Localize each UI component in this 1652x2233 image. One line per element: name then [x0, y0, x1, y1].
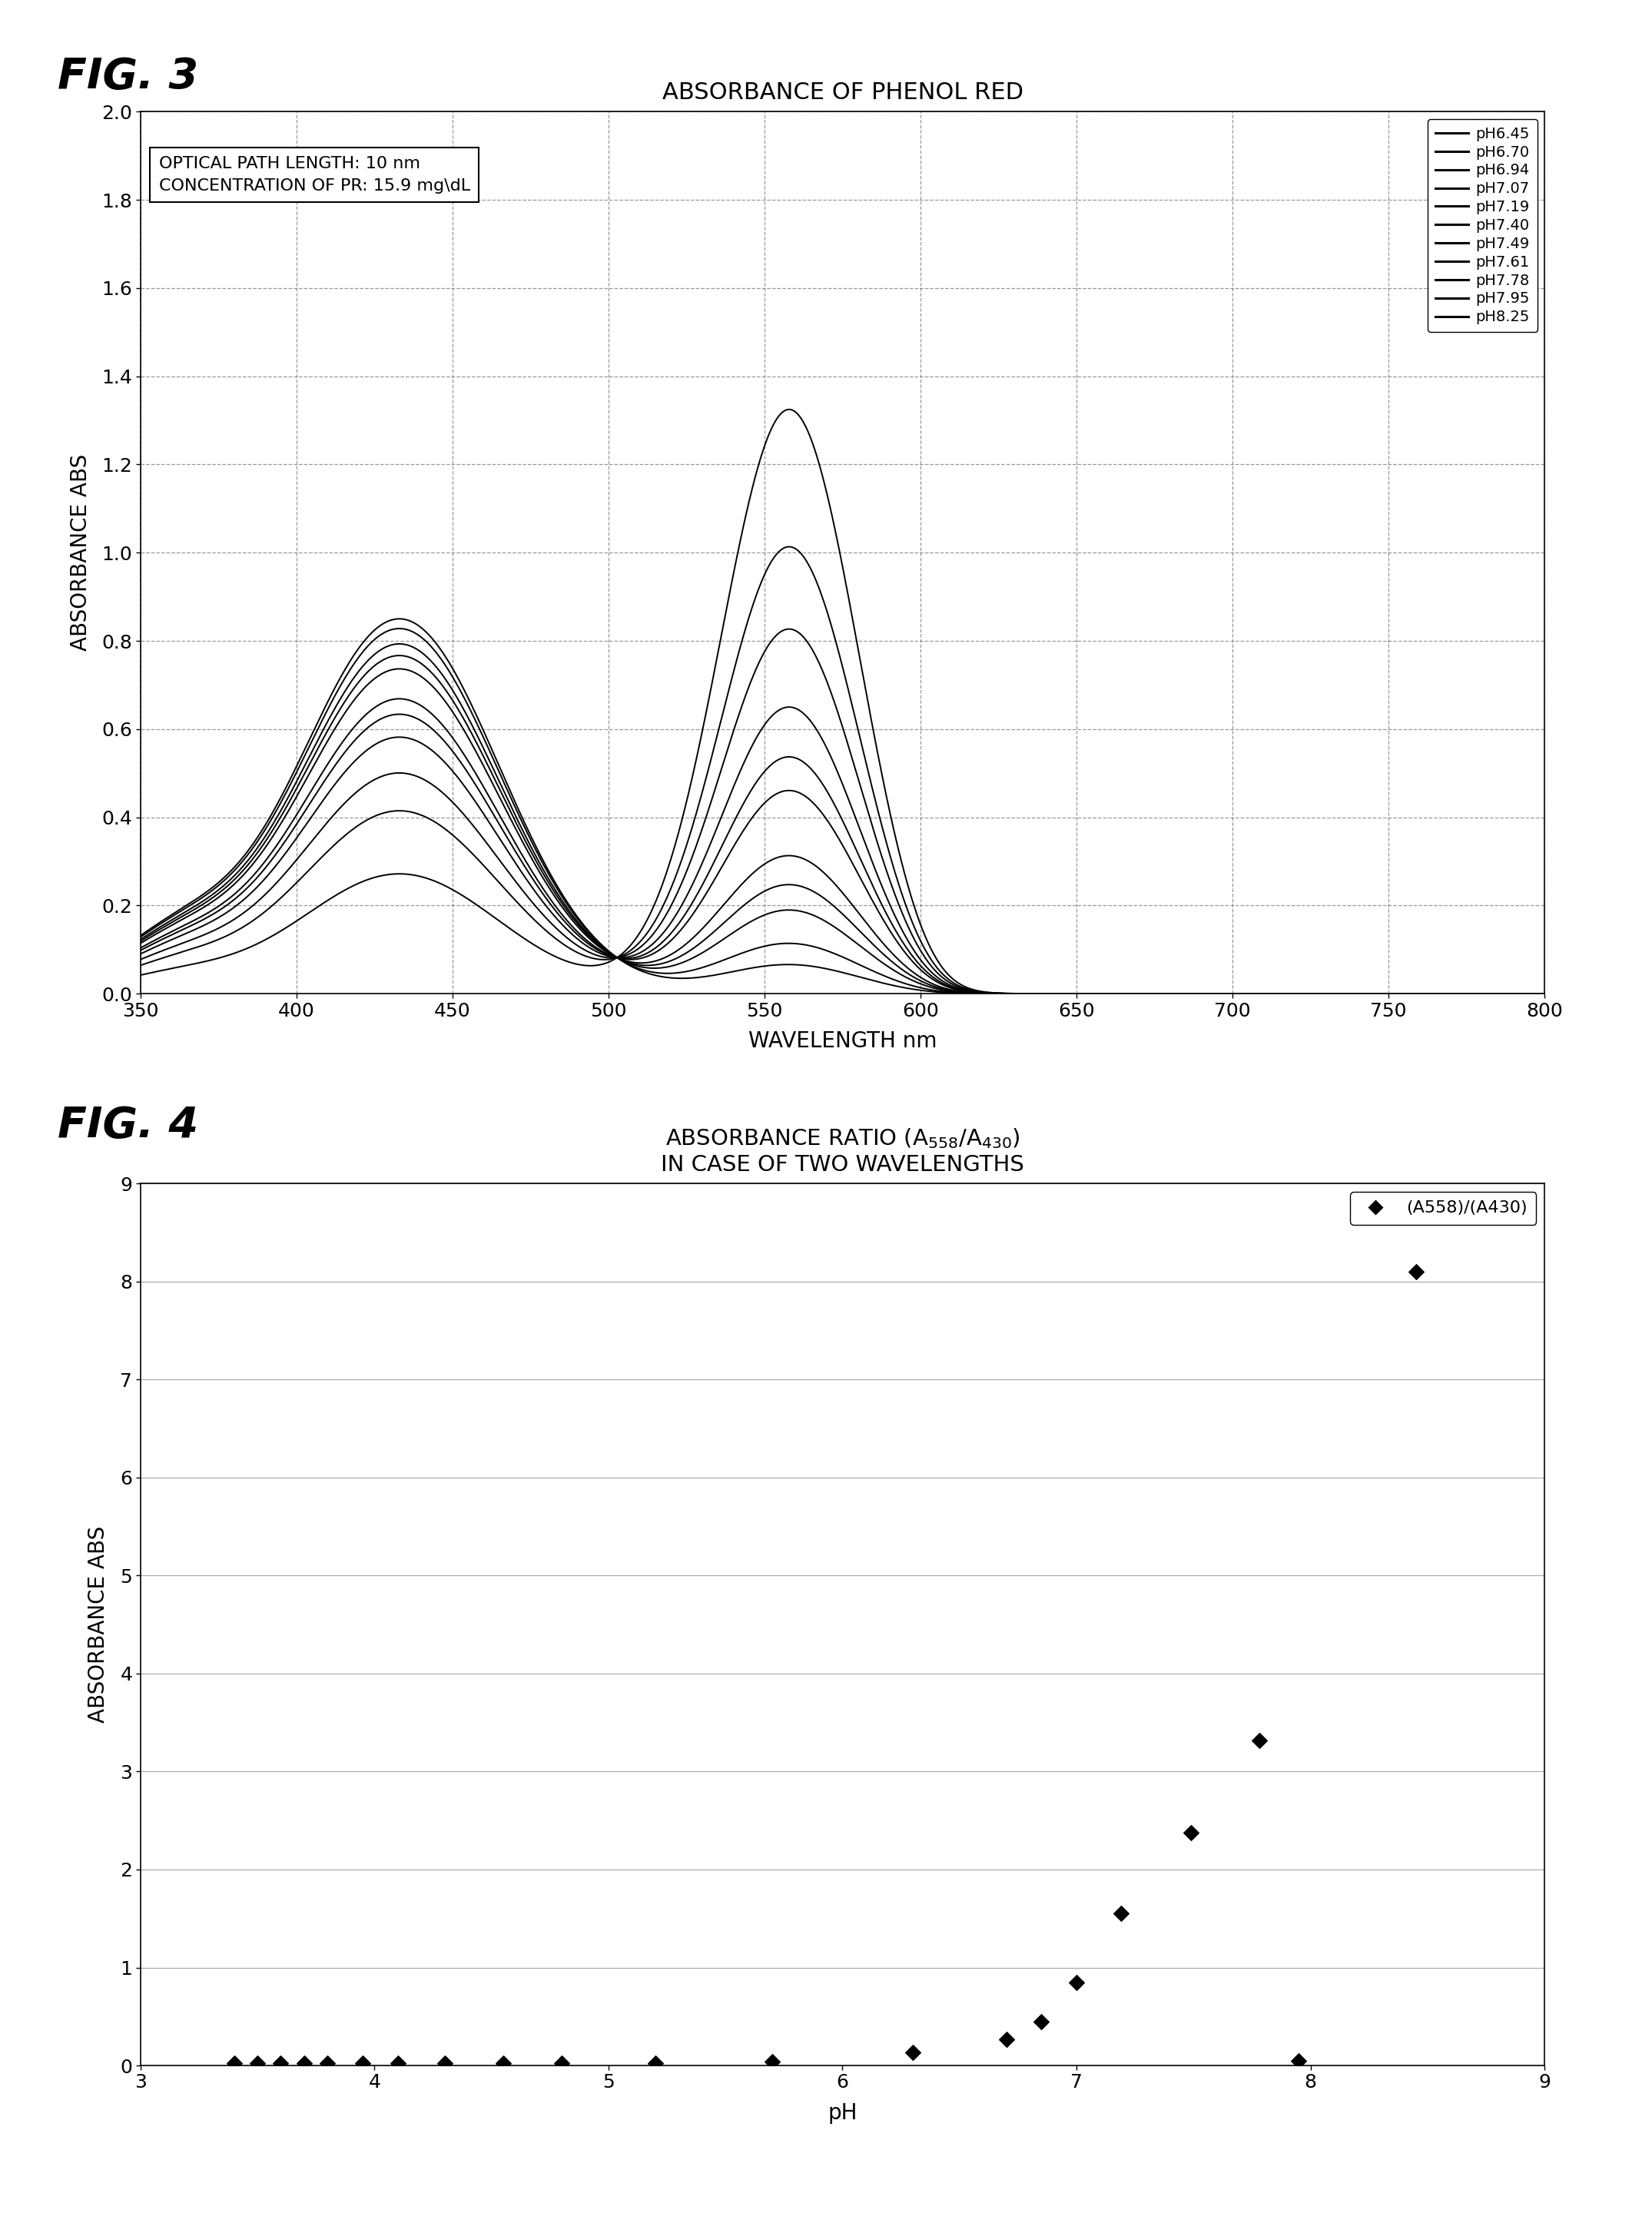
- Legend: (A558)/(A430): (A558)/(A430): [1350, 1192, 1536, 1224]
- Point: [314, 2045, 340, 2081]
- Point: [1246, 1722, 1272, 1757]
- Text: OPTICAL PATH LENGTH: 10 nm
CONCENTRATION OF PR: 15.9 mg\dL: OPTICAL PATH LENGTH: 10 nm CONCENTRATION…: [159, 156, 469, 194]
- Point: [1178, 1815, 1204, 1851]
- Title: ABSORBANCE RATIO (A$_{558}$/A$_{430}$)
IN CASE OF TWO WAVELENGTHS: ABSORBANCE RATIO (A$_{558}$/A$_{430}$) I…: [661, 1128, 1024, 1175]
- Text: FIG. 3: FIG. 3: [58, 56, 198, 98]
- Y-axis label: ABSORBANCE ABS: ABSORBANCE ABS: [69, 453, 91, 652]
- X-axis label: pH: pH: [828, 2103, 857, 2124]
- X-axis label: WAVELENGTH nm: WAVELENGTH nm: [748, 1032, 937, 1052]
- Point: [431, 2045, 458, 2081]
- Point: [491, 2045, 517, 2081]
- Point: [758, 2043, 785, 2079]
- Point: [244, 2045, 271, 2081]
- Legend: pH6.45, pH6.70, pH6.94, pH7.07, pH7.19, pH7.40, pH7.49, pH7.61, pH7.78, pH7.95, : pH6.45, pH6.70, pH6.94, pH7.07, pH7.19, …: [1427, 118, 1536, 333]
- Point: [1285, 2043, 1312, 2079]
- Point: [548, 2045, 575, 2081]
- Point: [1403, 1253, 1429, 1288]
- Title: ABSORBANCE OF PHENOL RED: ABSORBANCE OF PHENOL RED: [662, 80, 1023, 103]
- Point: [350, 2045, 377, 2081]
- Text: FIG. 4: FIG. 4: [58, 1105, 198, 1148]
- Point: [221, 2045, 248, 2081]
- Point: [643, 2045, 669, 2081]
- Point: [1108, 1896, 1135, 1932]
- Point: [268, 2045, 294, 2081]
- Point: [993, 2021, 1019, 2057]
- Point: [385, 2045, 411, 2081]
- Point: [899, 2034, 925, 2070]
- Y-axis label: ABSORBANCE ABS: ABSORBANCE ABS: [88, 1525, 109, 1724]
- Point: [291, 2045, 317, 2081]
- Point: [1028, 2003, 1054, 2039]
- Point: [1064, 1965, 1090, 2001]
